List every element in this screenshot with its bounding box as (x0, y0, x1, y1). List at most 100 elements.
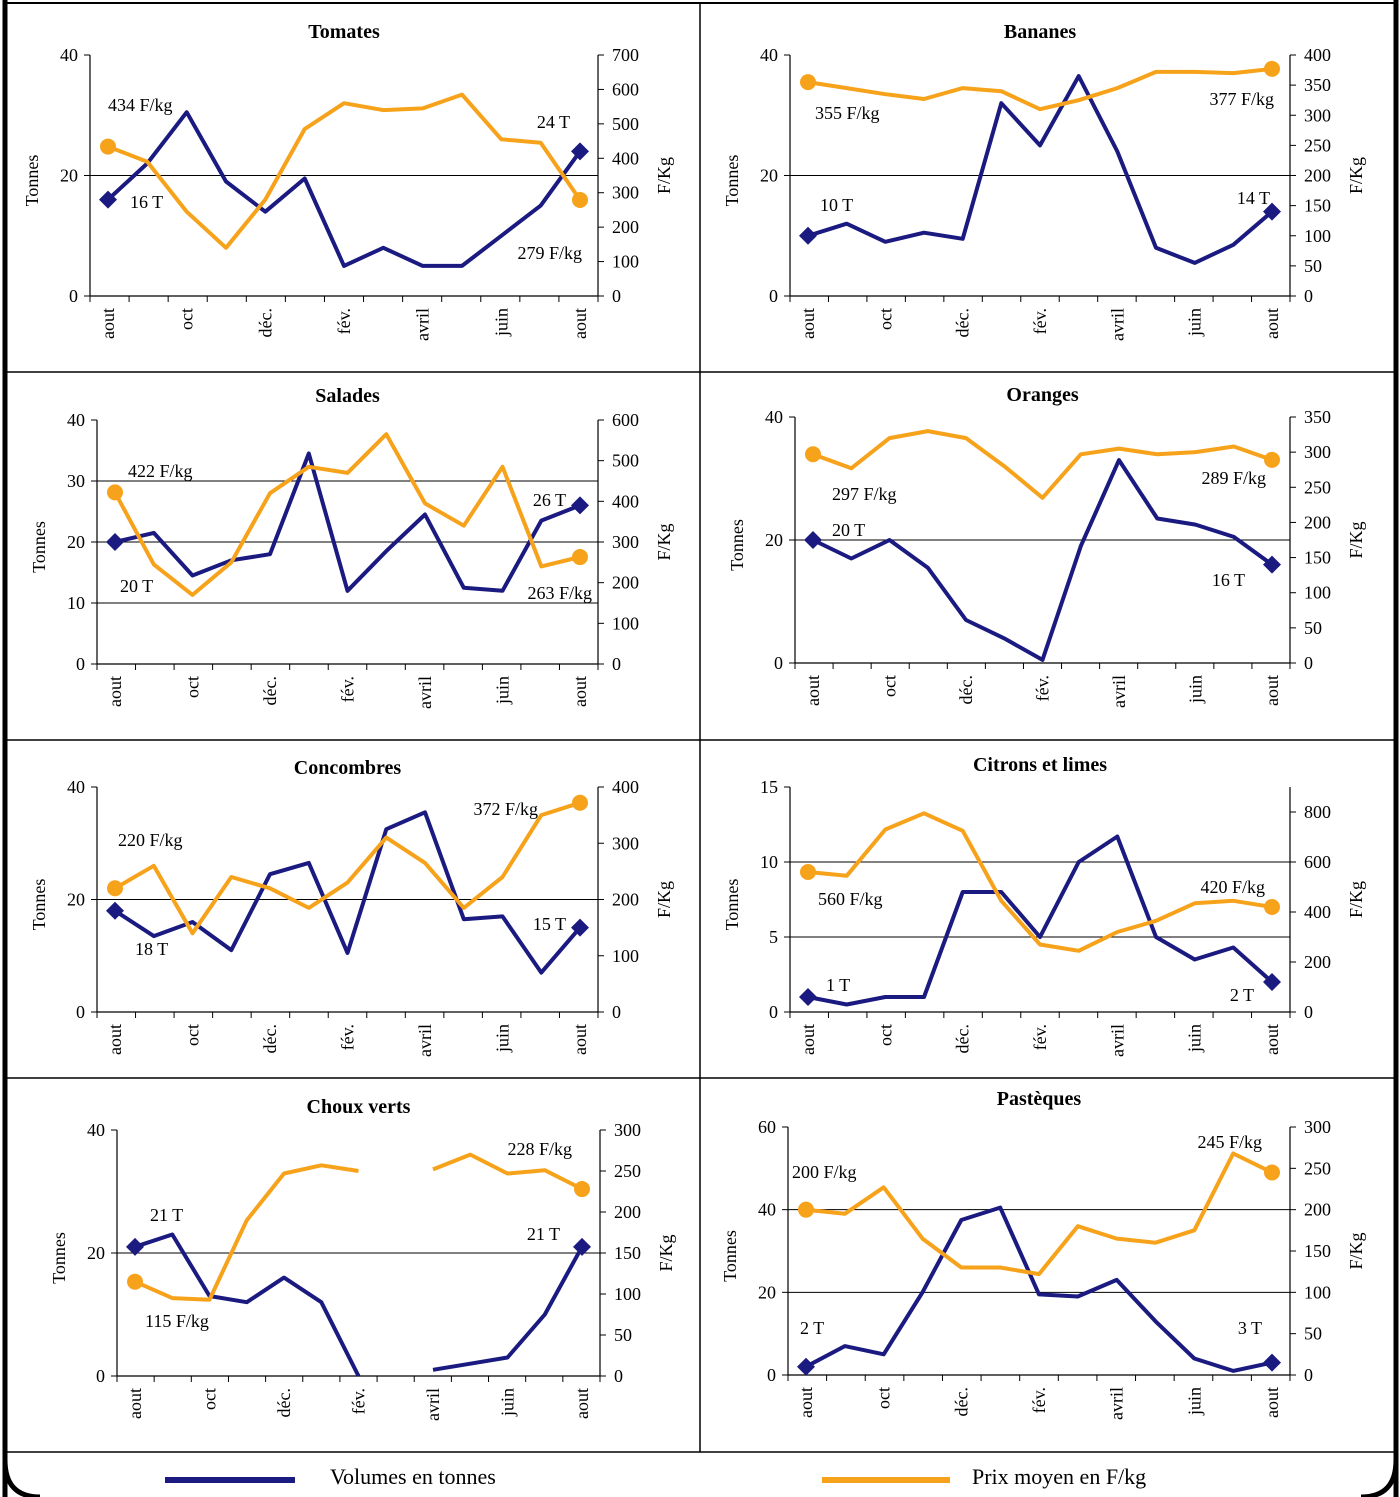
chart-7-y2label: F/Kg (656, 1234, 676, 1271)
chart-5-xtick-label: oct (183, 1024, 203, 1046)
chart-8-xtick-label: fév. (1029, 1387, 1049, 1413)
chart-1-title: Tomates (308, 21, 380, 43)
chart-5-ylabel: Tonnes (29, 879, 49, 931)
chart-8-annotation: 200 F/kg (792, 1162, 857, 1182)
chart-1-volume-line (106, 110, 582, 268)
chart-2-xtick-label: avril (1107, 308, 1127, 341)
chart-6-xtick-label: oct (875, 1024, 895, 1046)
chart-6-xtick-label: aout (1262, 1024, 1282, 1055)
chart-3-ytick-label: 40 (67, 410, 85, 430)
chart-8-y2tick-label: 250 (1304, 1158, 1331, 1178)
chart-8-volume-line (805, 1205, 1273, 1373)
chart-5-annotation: 18 T (135, 939, 168, 959)
chart-2-y2tick-label: 0 (1304, 286, 1313, 306)
chart-5-xtick-label: aout (105, 1024, 125, 1055)
chart-8-xtick-label: aout (796, 1387, 816, 1418)
chart-5-y2tick-label: 300 (612, 833, 639, 853)
chart-2-xtick-label: juin (1185, 308, 1205, 337)
chart-5-title: Concombres (294, 757, 402, 779)
chart-4-xtick-label: aout (1262, 675, 1282, 706)
chart-3-annotation: 20 T (120, 576, 153, 596)
chart-3-xtick-label: avril (415, 676, 435, 709)
chart-4-y2tick-label: 0 (1304, 653, 1313, 673)
chart-3-title: Salades (315, 385, 380, 407)
chart-8-title: Pastèques (997, 1088, 1082, 1110)
chart-3-volume-line (114, 451, 581, 593)
chart-1-y2tick-label: 0 (612, 286, 621, 306)
chart-1-ytick-label: 0 (69, 286, 78, 306)
legend-price-swatch (822, 1477, 950, 1483)
legend: Volumes en tonnes Prix moyen en F/kg (0, 1464, 1400, 1496)
chart-7-xtick-label: juin (498, 1388, 518, 1417)
chart-5-volume-line (113, 810, 582, 975)
chart-6-ytick-label: 10 (760, 852, 778, 872)
chart-7-ytick-label: 0 (96, 1366, 105, 1386)
chart-1-y2tick-label: 400 (612, 148, 639, 168)
chart-3-xtick-label: fév. (338, 676, 358, 702)
chart-8-volume-marker (1263, 1353, 1281, 1372)
chart-1-y2tick-label: 200 (612, 217, 639, 237)
chart-2-volume-marker (1263, 202, 1281, 221)
chart-8-ytick-label: 60 (758, 1117, 776, 1137)
chart-5-xtick-label: aout (570, 1024, 590, 1055)
chart-5-annotation: 15 T (533, 914, 566, 934)
chart-1-ytick-label: 20 (60, 166, 78, 186)
chart-4-annotation: 20 T (832, 520, 865, 540)
chart-3-volume-marker (106, 533, 124, 551)
chart-5-xtick-label: avril (415, 1024, 435, 1057)
chart-4-annotation: 289 F/kg (1201, 468, 1266, 488)
chart-3-y2tick-label: 600 (612, 410, 639, 430)
chart-2-y2tick-label: 100 (1304, 226, 1331, 246)
chart-1-y2tick-label: 100 (612, 252, 639, 272)
chart-5-volume-marker (571, 918, 589, 937)
chart-3-xtick-label: oct (183, 676, 203, 698)
chart-1-xtick-label: oct (177, 308, 197, 330)
chart-2-annotation: 14 T (1237, 188, 1270, 208)
chart-1-xtick-label: fév. (334, 308, 354, 334)
chart-1-xtick-label: aout (98, 308, 118, 339)
chart-8-y2tick-label: 100 (1304, 1282, 1331, 1302)
chart-3-price-marker (107, 484, 123, 501)
chart-2-xtick-label: aout (1262, 308, 1282, 339)
chart-7-volume-marker (573, 1237, 591, 1256)
chart-8-xtick-label: oct (874, 1387, 894, 1409)
chart-3-annotation: 422 F/kg (128, 461, 193, 481)
chart-6-price-line (807, 811, 1273, 953)
chart-7-ytick-label: 20 (87, 1243, 105, 1263)
chart-8-ytick-label: 0 (767, 1365, 776, 1385)
chart-2-xtick-label: déc. (953, 308, 973, 337)
chart-5-ytick-label: 20 (67, 890, 85, 910)
chart-6-annotation: 420 F/kg (1200, 877, 1265, 897)
chart-5-y2label: F/Kg (654, 881, 674, 918)
chart-5-y2tick-label: 100 (612, 946, 639, 966)
chart-4-price-line (812, 429, 1273, 500)
chart-3-y2tick-label: 100 (612, 613, 639, 633)
chart-8-y2tick-label: 0 (1304, 1365, 1313, 1385)
chart-6-ytick-label: 15 (760, 777, 778, 797)
chart-3-ytick-label: 20 (67, 532, 85, 552)
chart-8-xtick-label: déc. (951, 1387, 971, 1416)
chart-8-volume-marker (797, 1357, 815, 1376)
chart-7-ytick-label: 40 (87, 1120, 105, 1140)
chart-5-annotation: 220 F/kg (118, 830, 183, 850)
chart-3-xtick-label: aout (570, 676, 590, 707)
chart-4-ytick-label: 20 (765, 530, 783, 550)
chart-3-y2tick-label: 0 (612, 654, 621, 674)
chart-7-volume-marker (126, 1237, 144, 1256)
chart-2-price-marker (800, 74, 816, 91)
chart-2-xtick-label: oct (875, 308, 895, 330)
chart-6-xtick-label: déc. (953, 1024, 973, 1053)
chart-2-y2tick-label: 250 (1304, 135, 1331, 155)
chart-4-xtick-label: oct (880, 675, 900, 697)
chart-2-ylabel: Tonnes (722, 155, 742, 207)
chart-1-volume-marker (571, 142, 589, 161)
chart-7-y2tick-label: 0 (614, 1366, 623, 1386)
chart-1-xtick-label: juin (491, 308, 511, 337)
chart-8-price-marker (798, 1201, 814, 1218)
chart-3-xtick-label: juin (493, 676, 513, 705)
chart-6-xtick-label: juin (1185, 1024, 1205, 1053)
chart-2-y2tick-label: 350 (1304, 75, 1331, 95)
chart-6-volume-line (807, 834, 1274, 1007)
chart-2-volume-line (807, 74, 1274, 265)
chart-3-price-marker (572, 549, 588, 566)
